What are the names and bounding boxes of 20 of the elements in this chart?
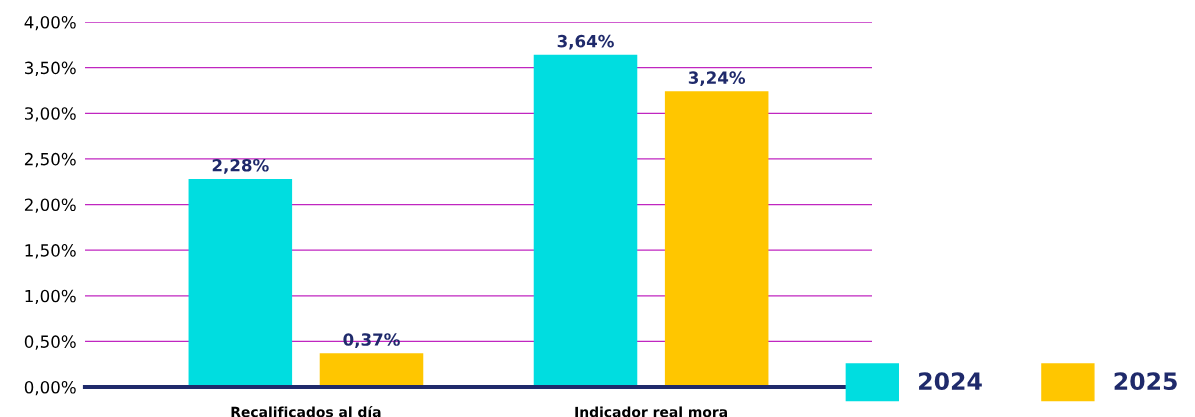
y-tick-label: 3,00% (24, 107, 76, 122)
bar (664, 91, 769, 387)
data-label: 2,28% (212, 158, 269, 174)
bar (533, 54, 638, 387)
y-tick-label: 4,00% (24, 15, 76, 31)
legend-label: 2024 (919, 372, 982, 391)
y-tick-label: 3,50% (24, 61, 76, 76)
y-tick-label: 2,00% (24, 198, 76, 213)
y-tick-label: 0,50% (24, 335, 76, 350)
y-tick-label: 2,50% (24, 152, 76, 168)
x-tick-label: Indicador real mora (575, 406, 727, 417)
y-tick-label: 0,00% (24, 380, 76, 396)
bar (319, 353, 424, 387)
y-tick-label: 1,00% (25, 289, 76, 305)
x-tick-label: Recalificados al día (231, 405, 381, 417)
legend-label: 2025 (1114, 372, 1177, 391)
data-label: 3,24% (688, 71, 746, 87)
bar (188, 178, 293, 387)
y-tick-label: 1,50% (25, 244, 76, 259)
data-label: 3,64% (557, 34, 614, 50)
